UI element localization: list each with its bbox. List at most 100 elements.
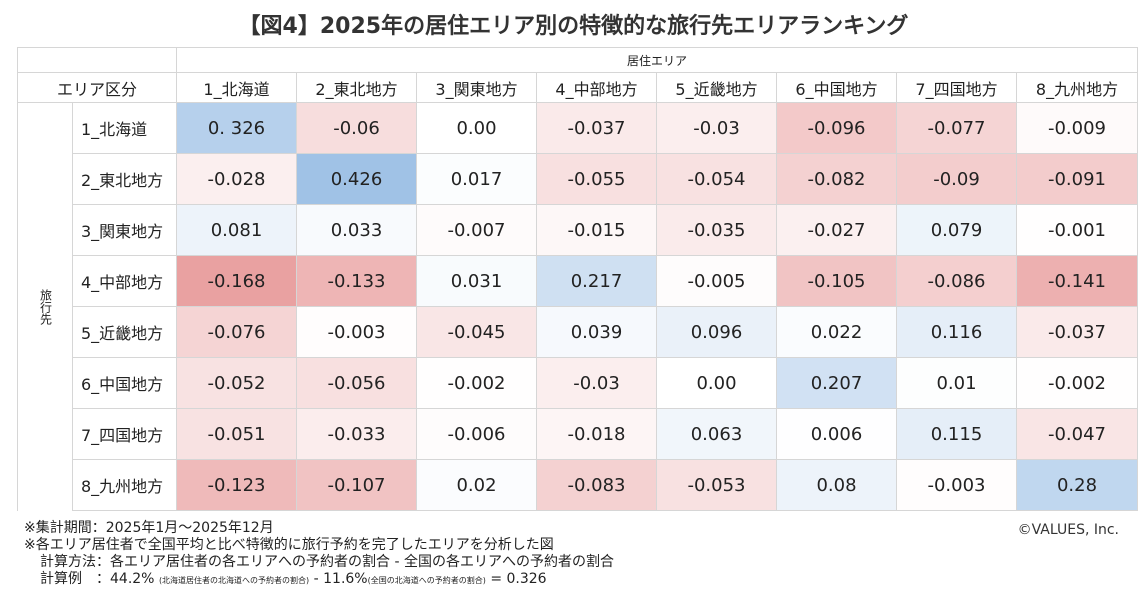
heatmap-cell: 0.00: [656, 357, 777, 409]
note-example: 計算例 ：44.2% (北海道居住者の北海道への予約者の割合) - 11.6%(…: [24, 571, 614, 589]
heatmap-cell: -0.053: [656, 459, 777, 511]
table-row: 4_中部地方 -0.168 -0.133 0.031 0.217 -0.005 -0.105…: [18, 255, 1138, 307]
heatmap-cell: -0.082: [776, 153, 897, 205]
note-method: 計算方法：各エリア居住者の各エリアへの予約者の割合 - 全国の各エリアへの予約者…: [40, 554, 614, 570]
row-header: 4_中部地方: [72, 255, 177, 307]
col-header: 5_近畿地方: [656, 72, 777, 103]
heatmap-cell: 0.08: [776, 459, 897, 511]
heatmap-cell: -0.086: [896, 255, 1017, 307]
heatmap-cell: 0.01: [896, 357, 1017, 409]
heatmap-cell: -0.007: [416, 204, 537, 256]
heatmap-cell: -0.133: [296, 255, 417, 307]
heatmap-cell: 0.063: [656, 408, 777, 460]
heatmap-cell: -0.141: [1016, 255, 1138, 307]
heatmap-cell: -0.107: [296, 459, 417, 511]
heatmap-cell: -0.037: [536, 102, 657, 154]
heatmap-cell: 0. 326: [176, 102, 297, 154]
example-note2: (全国の北海道への予約者の割合): [367, 576, 486, 585]
heatmap-cell: -0.076: [176, 306, 297, 358]
heatmap-cell: -0.003: [896, 459, 1017, 511]
heatmap-cell: -0.052: [176, 357, 297, 409]
heatmap-cell: -0.027: [776, 204, 897, 256]
table-row: 7_四国地方 -0.051 -0.033 -0.006 -0.018 0.063 0.006…: [18, 408, 1138, 460]
heatmap-cell: 0.031: [416, 255, 537, 307]
table-row: 5_近畿地方 -0.076 -0.003 -0.045 0.039 0.096 0.022 0…: [18, 306, 1138, 358]
table-row: 8_九州地方 -0.123 -0.107 0.02 -0.083 -0.053 0.08 -0…: [18, 459, 1138, 511]
example-label: 計算例 ：44.2%: [40, 571, 155, 587]
heatmap-cell: 0.116: [896, 306, 1017, 358]
note-period: ※集計期間：2025年1月～2025年12月: [24, 520, 274, 536]
row-header: 7_四国地方: [72, 408, 177, 460]
heatmap-cell: 0.039: [536, 306, 657, 358]
heatmap-cell: -0.002: [1016, 357, 1138, 409]
heatmap-cell: -0.168: [176, 255, 297, 307]
chart-title: 【図4】2025年の居住エリア別の特徴的な旅行先エリアランキング: [238, 14, 909, 39]
heatmap-cell: 0.28: [1016, 459, 1138, 511]
table-row: 6_中国地方 -0.052 -0.056 -0.002 -0.03 0.00 0.207 0.…: [18, 357, 1138, 409]
note-desc: ※各エリア居住者で全国平均と比べ特徴的に旅行予約を完了したエリアを分析した図: [24, 537, 554, 553]
heatmap-cell: -0.09: [896, 153, 1017, 205]
heatmap-cell: -0.055: [536, 153, 657, 205]
heatmap-cell: 0.115: [896, 408, 1017, 460]
row-header: 5_近畿地方: [72, 306, 177, 358]
col-header: 4_中部地方: [536, 72, 657, 103]
heatmap-cell: -0.03: [536, 357, 657, 409]
heatmap-cell: -0.018: [536, 408, 657, 460]
heatmap-table: 居住エリア エリア区分 1_北海道 2_東北地方 3_関東地方 4_中部地方 5_近畿地方…: [17, 47, 1138, 511]
heatmap-cell: 0.217: [536, 255, 657, 307]
heatmap-cell: -0.056: [296, 357, 417, 409]
heatmap-cell: -0.03: [656, 102, 777, 154]
row-group-label: 旅行先: [17, 102, 73, 511]
heatmap-cell: -0.054: [656, 153, 777, 205]
heatmap-cell: -0.045: [416, 306, 537, 358]
row-header: 3_関東地方: [72, 204, 177, 256]
heatmap-cell: -0.009: [1016, 102, 1138, 154]
heatmap-cell: -0.005: [656, 255, 777, 307]
heatmap-cell: -0.006: [416, 408, 537, 460]
footnotes: ※集計期間：2025年1月～2025年12月 ※各エリア居住者で全国平均と比べ特…: [24, 520, 614, 589]
heatmap-cell: 0.00: [416, 102, 537, 154]
heatmap-cell: 0.081: [176, 204, 297, 256]
heatmap-cell: -0.096: [776, 102, 897, 154]
heatmap-cell: 0.017: [416, 153, 537, 205]
heatmap-cell: -0.001: [1016, 204, 1138, 256]
heatmap-cell: 0.02: [416, 459, 537, 511]
table-row: 2_東北地方 -0.028 0.426 0.017 -0.055 -0.054 -0.082…: [18, 153, 1138, 205]
heatmap-cell: -0.035: [656, 204, 777, 256]
col-header: 7_四国地方: [896, 72, 1017, 103]
row-group-text: 旅行先: [38, 288, 53, 325]
heatmap-cell: -0.083: [536, 459, 657, 511]
col-header: 2_東北地方: [296, 72, 417, 103]
heatmap-cell: 0.022: [776, 306, 897, 358]
header-spacer: [17, 47, 177, 73]
heatmap-cell: -0.123: [176, 459, 297, 511]
heatmap-cell: -0.047: [1016, 408, 1138, 460]
example-result: = 0.326: [485, 571, 547, 587]
table-row: 3_関東地方 0.081 0.033 -0.007 -0.015 -0.035 -0.027…: [18, 204, 1138, 256]
heatmap-cell: -0.077: [896, 102, 1017, 154]
heatmap-cell: 0.426: [296, 153, 417, 205]
example-note1: (北海道居住者の北海道への予約者の割合): [158, 576, 310, 585]
heatmap-cell: -0.033: [296, 408, 417, 460]
copyright: ©VALUES, Inc.: [1017, 522, 1119, 538]
heatmap-cell: -0.051: [176, 408, 297, 460]
row-header: 2_東北地方: [72, 153, 177, 205]
col-header: 3_関東地方: [416, 72, 537, 103]
heatmap-cell: -0.037: [1016, 306, 1138, 358]
heatmap-cell: 0.006: [776, 408, 897, 460]
col-group-label: 居住エリア: [176, 47, 1138, 73]
heatmap-cell: -0.028: [176, 153, 297, 205]
corner-label: エリア区分: [17, 72, 177, 103]
heatmap-cell: 0.207: [776, 357, 897, 409]
col-header: 1_北海道: [176, 72, 297, 103]
heatmap-cell: -0.091: [1016, 153, 1138, 205]
heatmap-cell: -0.06: [296, 102, 417, 154]
heatmap-cell: -0.015: [536, 204, 657, 256]
heatmap-cell: -0.003: [296, 306, 417, 358]
heatmap-cell: 0.079: [896, 204, 1017, 256]
heatmap-cell: 0.033: [296, 204, 417, 256]
col-header: 8_九州地方: [1016, 72, 1138, 103]
heatmap-cell: -0.105: [776, 255, 897, 307]
example-mid: - 11.6%: [309, 571, 368, 587]
row-header: 6_中国地方: [72, 357, 177, 409]
